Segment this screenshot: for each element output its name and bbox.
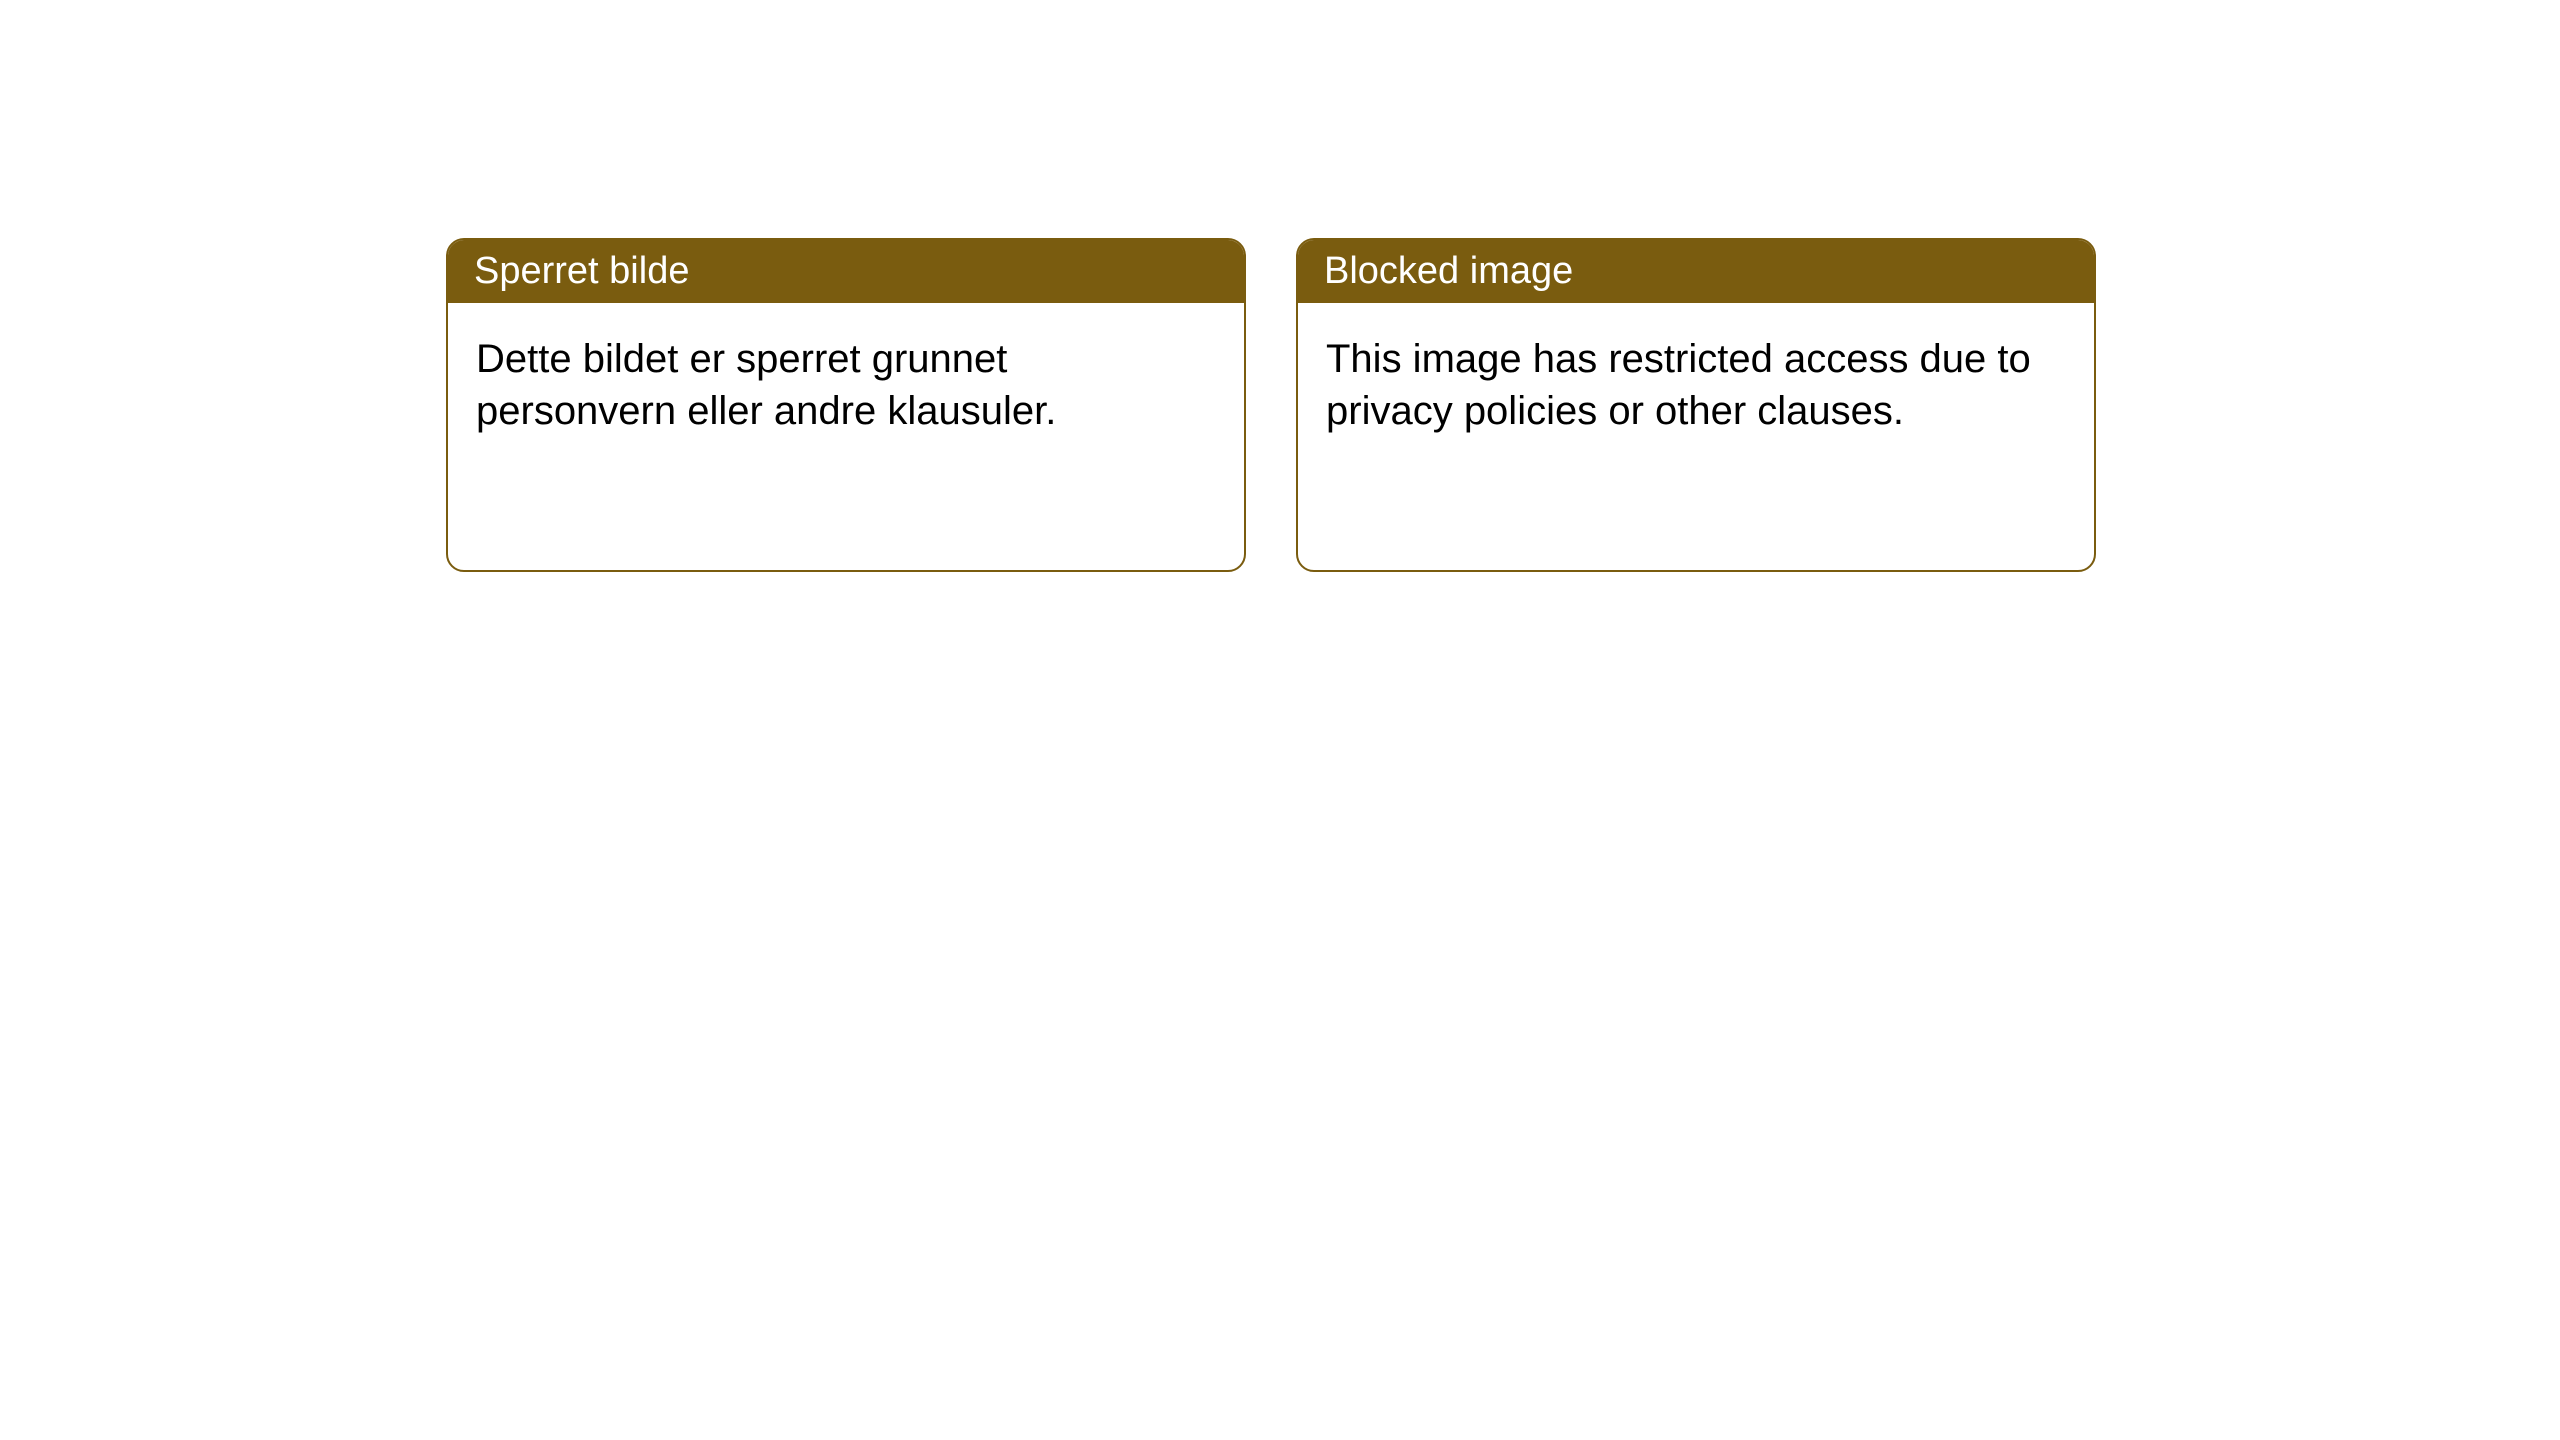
card-body-text: This image has restricted access due to … — [1326, 337, 2031, 433]
card-title: Sperret bilde — [474, 250, 689, 292]
card-body: This image has restricted access due to … — [1298, 303, 2094, 467]
card-title: Blocked image — [1324, 250, 1573, 292]
card-header: Blocked image — [1298, 240, 2094, 303]
card-header: Sperret bilde — [448, 240, 1244, 303]
card-body: Dette bildet er sperret grunnet personve… — [448, 303, 1244, 467]
card-body-text: Dette bildet er sperret grunnet personve… — [476, 337, 1056, 433]
notice-card-norwegian: Sperret bilde Dette bildet er sperret gr… — [446, 238, 1246, 572]
notice-cards-container: Sperret bilde Dette bildet er sperret gr… — [0, 0, 2560, 572]
notice-card-english: Blocked image This image has restricted … — [1296, 238, 2096, 572]
